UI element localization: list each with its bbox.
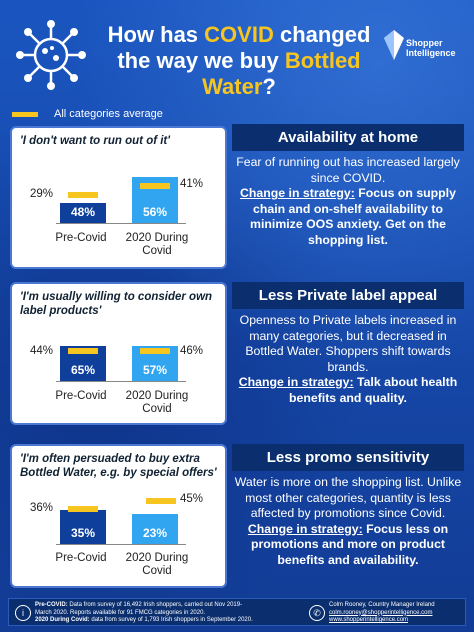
chart-1-bar-precovid: 48% (60, 203, 106, 223)
chart-1-x-label-during: 2020 During Covid (125, 232, 189, 257)
chart-1-avg-precovid (68, 192, 98, 198)
section-2-heading: Less Private label appeal (232, 282, 464, 309)
chart-1-avg-label-precovid: 29% (30, 188, 54, 200)
contact-email-link[interactable]: colm.rooney@shopperintelligence.com (329, 609, 433, 616)
logo-text: Shopper Intelligence (406, 38, 456, 58)
chart-3-x-label-during: 2020 During Covid (125, 552, 189, 577)
chart-3-avg-during (146, 498, 176, 504)
chart-1-avg-label-during: 41% (180, 178, 204, 190)
logo-mark-icon (384, 30, 404, 60)
page-title: How has COVID changed the way we buy Bot… (107, 22, 371, 99)
chart-panel-2: 'I'm usually willing to consider own lab… (10, 282, 227, 425)
footer: i Pre-COVID: Data from survey of 16,492 … (8, 598, 466, 626)
chart-2-avg-precovid (68, 348, 98, 354)
footer-contact: Colm Rooney, Country Manager Ireland col… (329, 602, 463, 625)
chart-3-x-label-precovid: Pre-Covid (55, 552, 107, 564)
shopper-intelligence-logo: Shopper Intelligence (382, 28, 460, 78)
section-3-description: Water is more on the shopping list. Unli… (234, 475, 462, 567)
footer-source-note: Pre-COVID: Data from survey of 16,492 Ir… (35, 602, 253, 623)
chart-3-bar-precovid: 35% (60, 510, 106, 544)
chart-3-baseline (56, 544, 186, 545)
chart-panel-3: 'I'm often persuaded to buy extra Bottle… (10, 444, 227, 588)
chart-3-bar-during: 23% (132, 514, 178, 544)
chart-2-baseline (56, 381, 186, 382)
section-1-heading: Availability at home (232, 124, 464, 151)
legend-average-label: All categories average (54, 108, 163, 120)
chart-2-avg-during (140, 348, 170, 354)
chart-2-x-label-precovid: Pre-Covid (55, 390, 107, 402)
chart-2-bar-during: 57% (132, 346, 178, 381)
contact-website-link[interactable]: www.shopperintelligence.com (329, 617, 409, 623)
chart-3-quote: 'I'm often persuaded to buy extra Bottle… (20, 453, 217, 479)
chart-1-x-label-precovid: Pre-Covid (55, 232, 107, 244)
chart-2-x-label-during: 2020 During Covid (125, 390, 189, 415)
virus-icon (16, 20, 86, 90)
section-2-description: Openness to Private labels increased in … (238, 313, 458, 405)
chart-2-avg-label-during: 46% (180, 345, 204, 357)
chart-3-avg-label-during: 45% (180, 493, 204, 505)
chart-2-avg-label-precovid: 44% (30, 345, 54, 357)
section-3-heading: Less promo sensitivity (232, 444, 464, 471)
chart-1-quote: 'I don't want to run out of it' (20, 135, 170, 147)
phone-icon: ✆ (309, 605, 325, 621)
chart-3-avg-precovid (68, 506, 98, 512)
chart-3-avg-label-precovid: 36% (30, 502, 54, 514)
chart-1-avg-during (140, 183, 170, 189)
chart-2-quote: 'I'm usually willing to consider own lab… (20, 291, 213, 317)
info-icon: i (15, 605, 31, 621)
chart-panel-1: 'I don't want to run out of it' 48% 56% … (10, 126, 227, 269)
legend-average-swatch (12, 112, 38, 117)
chart-1-baseline (56, 223, 186, 224)
section-1-description: Fear of running out has increased largel… (236, 155, 460, 247)
